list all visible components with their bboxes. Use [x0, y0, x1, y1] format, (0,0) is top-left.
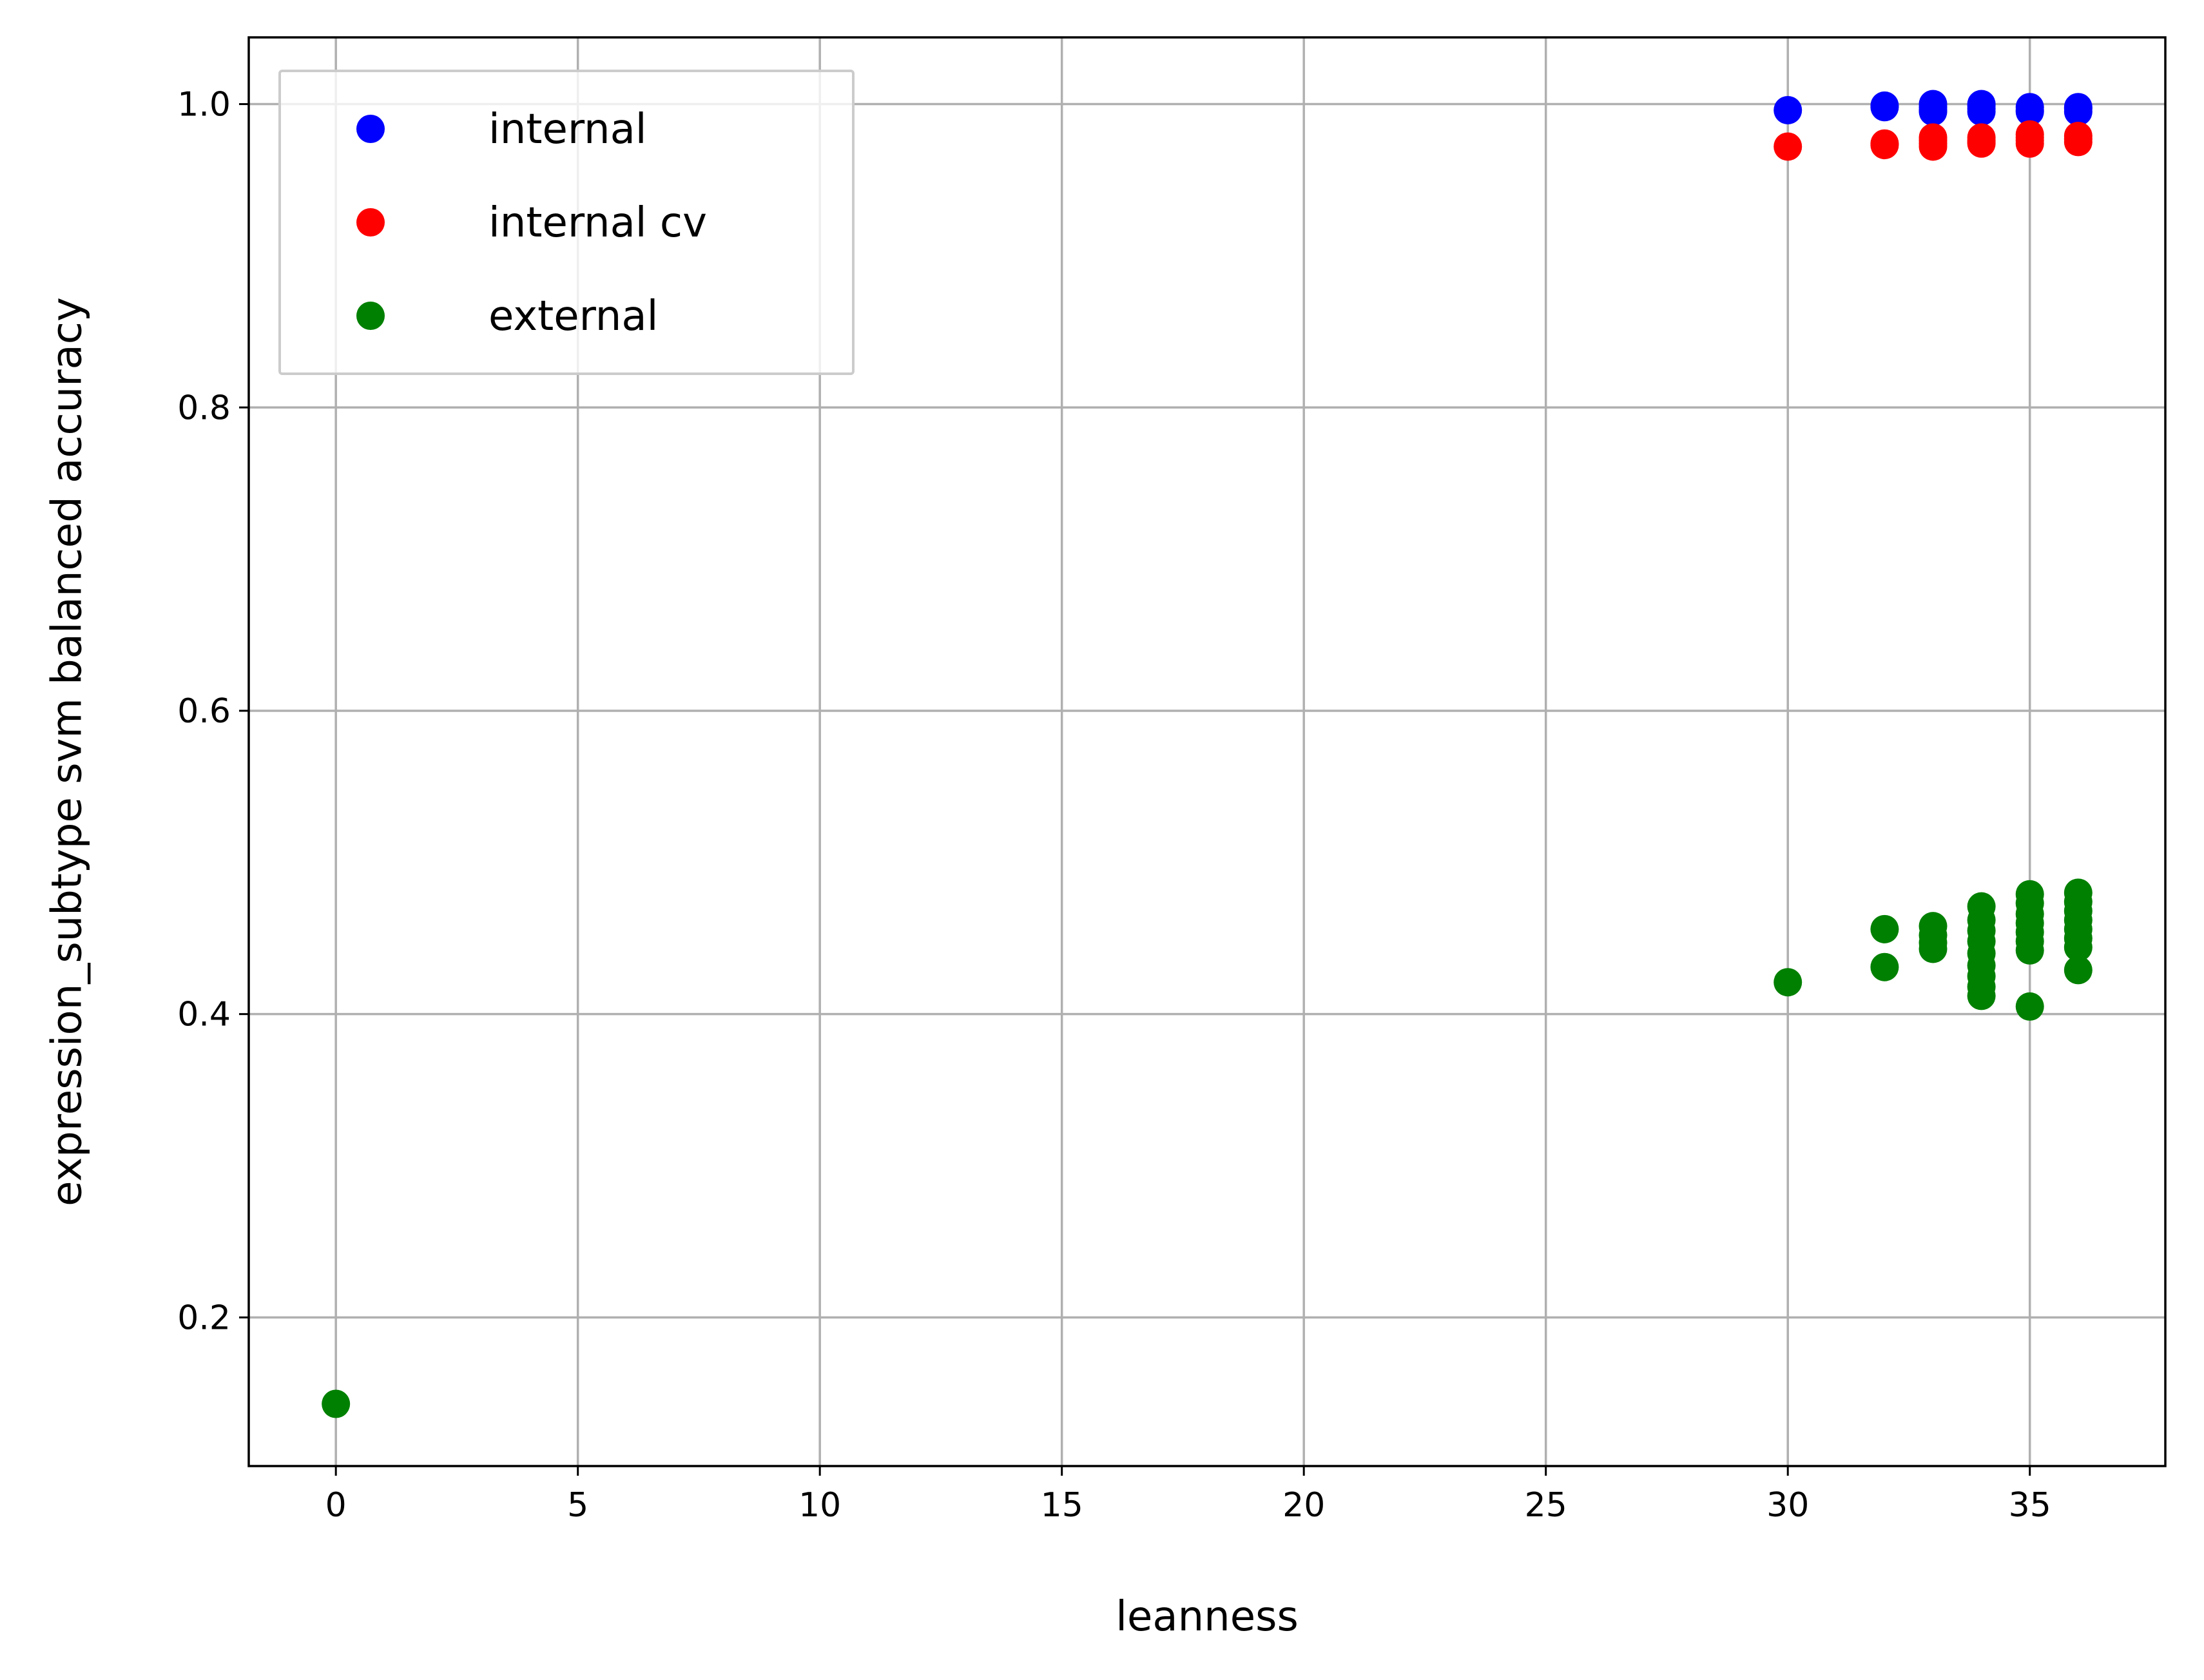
- data-point: [1967, 97, 1996, 126]
- data-point: [2015, 97, 2044, 126]
- x-tick-label: 25: [1525, 1486, 1567, 1525]
- legend-box: [278, 70, 855, 375]
- data-point: [1870, 952, 1899, 981]
- data-point: [1870, 93, 1899, 122]
- data-point: [1774, 132, 1803, 161]
- data-point: [322, 1389, 351, 1418]
- data-point: [1919, 934, 1948, 963]
- y-tick-label: 0.8: [177, 389, 231, 427]
- data-point: [1774, 95, 1803, 124]
- x-tick-label: 20: [1282, 1486, 1325, 1525]
- plot-frame: [247, 36, 2167, 1467]
- legend-label: external: [488, 293, 658, 340]
- data-point: [2064, 97, 2093, 126]
- data-point: [2064, 933, 2093, 962]
- data-point: [2015, 992, 2044, 1021]
- axis-ticks: 0 5 10 15 20 25 30 35 0.2 0.4 0.6 0.8 1.0: [177, 86, 2051, 1525]
- legend-marker: [356, 208, 385, 237]
- series-internal-cv: [1774, 120, 2093, 161]
- legend: internal internal cv external: [278, 70, 855, 375]
- data-point: [1919, 97, 1948, 126]
- data-point: [2015, 129, 2044, 158]
- data-point: [1967, 128, 1996, 157]
- y-tick-label: 1.0: [177, 86, 231, 124]
- series-external: [322, 878, 2093, 1418]
- data-point: [2064, 128, 2093, 157]
- x-tick-label: 15: [1041, 1486, 1083, 1525]
- y-tick-label: 0.4: [177, 996, 231, 1034]
- data-point: [1870, 914, 1899, 943]
- data-point: [2064, 956, 2093, 985]
- x-axis-label: leanness: [1116, 1593, 1299, 1641]
- x-tick-label: 30: [1766, 1486, 1809, 1525]
- x-tick-label: 10: [798, 1486, 841, 1525]
- y-tick-label: 0.6: [177, 692, 231, 731]
- x-tick-label: 35: [2009, 1486, 2051, 1525]
- y-axis-label: expression_subtype svm balanced accuracy: [44, 297, 92, 1206]
- data-points: [322, 90, 2093, 1418]
- y-tick-label: 0.2: [177, 1299, 231, 1337]
- data-point: [2015, 936, 2044, 965]
- data-point: [1967, 981, 1996, 1010]
- x-tick-label: 5: [567, 1486, 588, 1525]
- data-point: [1919, 132, 1948, 161]
- legend-label: internal: [488, 106, 647, 153]
- x-tick-label: 0: [325, 1486, 347, 1525]
- legend-label: internal cv: [488, 199, 707, 247]
- legend-marker: [356, 115, 385, 143]
- data-point: [1774, 968, 1803, 997]
- legend-marker: [356, 302, 385, 330]
- data-point: [1870, 131, 1899, 160]
- series-internal: [1774, 90, 2093, 126]
